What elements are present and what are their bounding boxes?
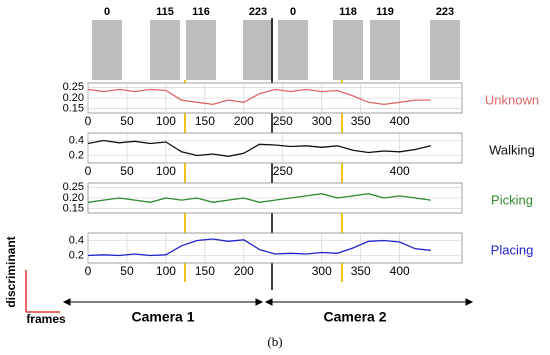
frame-number: 115 [156, 6, 174, 18]
series-line [87, 193, 431, 203]
frame-number: 0 [104, 6, 110, 18]
frame-number: 0 [290, 6, 296, 18]
y-tick-label: 0.20 [63, 192, 84, 204]
x-tick-label: 0 [85, 114, 92, 128]
y-tick-label: 0.2 [69, 149, 84, 161]
x-tick-label: 200 [234, 114, 254, 128]
arrow-head [62, 298, 71, 306]
x-tick-label: 400 [390, 264, 410, 278]
thumbnail [430, 20, 460, 80]
series-name: Unknown [485, 92, 539, 107]
thumbnail [278, 20, 308, 80]
thumbnail [186, 20, 216, 80]
x-tick-label: 200 [234, 264, 254, 278]
x-tick-label: 400 [390, 164, 410, 178]
series-line [87, 139, 431, 157]
x-tick-label: 300 [312, 264, 332, 278]
x-tick-label: 0 [85, 264, 92, 278]
series-line [87, 238, 431, 257]
y-tick-label: 0.20 [63, 92, 84, 104]
x-tick-label: 150 [195, 264, 215, 278]
plot-area [87, 132, 463, 164]
camera-label: Camera 2 [323, 309, 386, 325]
x-tick-label: 350 [351, 264, 371, 278]
thumbnail [370, 20, 400, 80]
x-tick-label: 100 [156, 264, 176, 278]
thumbnail [92, 20, 122, 80]
x-tick-label: 100 [156, 164, 176, 178]
caption: (b) [267, 334, 282, 349]
frame-number: 223 [436, 6, 454, 18]
x-tick-label: 150 [195, 114, 215, 128]
thumbnails [92, 20, 460, 80]
x-tick-label: 0 [85, 164, 92, 178]
series-name: Picking [491, 192, 533, 207]
y-tick-label: 0.4 [69, 134, 84, 146]
y-tick-label: 0.15 [63, 203, 84, 215]
x-tick-label: 50 [120, 264, 134, 278]
series-line [87, 88, 431, 106]
plot-area [87, 232, 463, 264]
camera-label: Camera 1 [131, 309, 194, 325]
x-tick-label: 400 [390, 114, 410, 128]
arrow-head [255, 298, 264, 306]
thumbnail [333, 20, 363, 80]
y-tick-label: 0.4 [69, 234, 84, 246]
x-tick-label: 50 [120, 114, 134, 128]
x-tick-label: 50 [120, 164, 134, 178]
series-name: Walking [489, 142, 535, 157]
y-tick-label: 0.25 [63, 181, 84, 193]
thumbnail [243, 20, 273, 80]
arrow-head [465, 298, 474, 306]
camera-arrows [62, 298, 474, 306]
y-axis-label: discriminant [4, 236, 18, 307]
x-axis-label: frames [26, 312, 66, 326]
x-tick-label: 250 [273, 114, 293, 128]
series-name: Placing [491, 242, 534, 257]
x-tick-label: 100 [156, 114, 176, 128]
axes-hint [25, 270, 60, 313]
arrow-head [264, 298, 273, 306]
y-tick-label: 0.15 [63, 103, 84, 115]
thumbnail [150, 20, 180, 80]
frame-number: 118 [339, 6, 357, 18]
frame-number: 119 [376, 6, 394, 18]
x-tick-label: 350 [351, 114, 371, 128]
x-tick-label: 300 [312, 114, 332, 128]
y-tick-label: 0.25 [63, 81, 84, 93]
frame-number: 223 [249, 6, 267, 18]
x-tick-label: 250 [273, 164, 293, 178]
frame-number: 116 [192, 6, 210, 18]
y-tick-label: 0.2 [69, 249, 84, 261]
